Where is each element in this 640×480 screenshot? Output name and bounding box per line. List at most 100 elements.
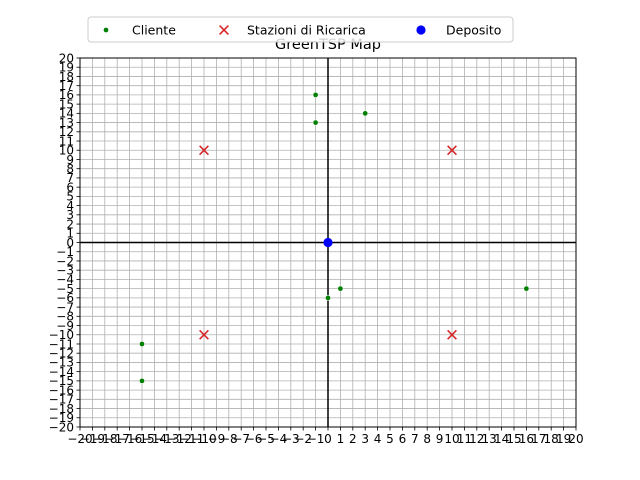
x-tick-label: −13: [154, 432, 179, 446]
x-tick-label: 2: [349, 432, 357, 446]
y-tick-label: −13: [49, 356, 74, 370]
x-tick-label: 1: [337, 432, 345, 446]
y-tick-label: −2: [56, 254, 74, 268]
y-tick-label: −17: [49, 393, 74, 407]
x-tick-label: 12: [469, 432, 484, 446]
x-tick-label: −2: [294, 432, 312, 446]
y-tick-label: −15: [49, 374, 74, 388]
legend-label: Deposito: [446, 23, 501, 38]
x-tick-label: 0: [324, 432, 332, 446]
legend-marker-stazione-point: [219, 25, 229, 35]
x-tick-label: −11: [179, 432, 204, 446]
y-tick-label: −9: [56, 319, 74, 333]
x-tick-label: 6: [399, 432, 407, 446]
x-tick-label: −20: [67, 432, 92, 446]
x-tick-label: 14: [494, 432, 509, 446]
cliente-point: [362, 110, 369, 117]
x-tick-label: −5: [257, 432, 275, 446]
y-tick-label: −10: [49, 328, 74, 342]
stazione-point: [199, 145, 209, 156]
cliente-point: [523, 285, 530, 292]
y-tick-label: −16: [49, 383, 74, 397]
stazione-point: [199, 329, 209, 340]
x-tick-label: −15: [129, 432, 154, 446]
x-tick-label: −6: [245, 432, 263, 446]
x-tick-label: 15: [506, 432, 521, 446]
legend-label: Stazioni di Ricarica: [247, 23, 366, 38]
x-tick-label: 17: [531, 432, 546, 446]
x-tick-label: 9: [436, 432, 444, 446]
y-tick-label: 15: [59, 97, 74, 111]
x-tick-label: −4: [270, 432, 288, 446]
y-tick-label: −20: [49, 420, 74, 434]
legend: Cliente Stazioni di Ricarica Deposito: [87, 16, 514, 43]
y-tick-label: 13: [59, 116, 74, 130]
x-tick-label: 10: [444, 432, 459, 446]
y-tick-label: 20: [59, 51, 74, 65]
y-tick-label: −18: [49, 402, 74, 416]
x-tick-label: −18: [92, 432, 117, 446]
y-tick-label: −11: [49, 337, 74, 351]
cliente-point: [312, 92, 319, 98]
y-tick-label: 3: [66, 208, 74, 222]
y-tick-label: 8: [66, 162, 74, 176]
data-points: [139, 92, 530, 384]
x-axis-ticks: −20−19−18−17−16−15−14−13−12−11−10−9−8−7−…: [67, 427, 584, 446]
x-tick-label: −3: [282, 432, 300, 446]
y-tick-label: −1: [56, 245, 74, 259]
x-marker-stroke: [447, 329, 457, 340]
stazione-point: [447, 145, 457, 156]
y-tick-label: −4: [56, 273, 74, 287]
y-tick-label: 5: [66, 190, 74, 204]
y-tick-label: −5: [56, 282, 74, 296]
x-tick-label: −10: [191, 432, 216, 446]
x-tick-label: 7: [411, 432, 419, 446]
x-tick-label: 8: [423, 432, 431, 446]
x-tick-label: −7: [232, 432, 250, 446]
y-tick-label: 2: [66, 217, 74, 231]
x-tick-label: −8: [220, 432, 238, 446]
y-tick-label: −19: [49, 411, 74, 425]
x-marker-stroke: [199, 145, 209, 156]
x-tick-label: −17: [105, 432, 130, 446]
y-tick-label: −7: [56, 300, 74, 314]
x-tick-label: −12: [167, 432, 192, 446]
cliente-point: [139, 378, 145, 384]
y-tick-label: 19: [59, 61, 74, 75]
y-tick-label: −8: [56, 310, 74, 324]
legend-marker-cliente-point: [103, 27, 109, 33]
x-tick-label: −16: [117, 432, 142, 446]
y-tick-label: −14: [49, 365, 74, 379]
y-tick-label: 16: [59, 88, 74, 102]
y-tick-label: 6: [66, 180, 74, 194]
x-tick-label: −14: [142, 432, 167, 446]
stazione-point: [447, 329, 457, 340]
y-tick-label: 10: [59, 144, 74, 158]
x-tick-label: 5: [386, 432, 394, 446]
x-tick-label: 13: [482, 432, 497, 446]
x-tick-label: 3: [361, 432, 369, 446]
y-tick-label: 11: [59, 134, 74, 148]
y-axis-ticks: −20−19−18−17−16−15−14−13 −1 2 −11−10−9−8−7 −…: [49, 51, 80, 434]
x-marker-stroke: [219, 25, 229, 35]
x-tick-label: 19: [556, 432, 571, 446]
y-tick-label: 12: [59, 125, 74, 139]
legend-marker-deposito-point: [416, 25, 426, 35]
y-tick-label: 17: [59, 79, 74, 93]
x-marker-stroke: [199, 329, 209, 340]
cliente-point: [312, 119, 319, 126]
legend-label: Cliente: [132, 23, 176, 38]
x-tick-label: 20: [568, 432, 583, 446]
y-tick-label: 9: [66, 153, 74, 167]
y-tick-label: 7: [66, 171, 74, 185]
x-tick-label: 11: [457, 432, 472, 446]
y-tick-label: 1: [66, 227, 74, 241]
y-tick-label: −3: [56, 263, 74, 277]
x-tick-label: 16: [519, 432, 534, 446]
x-tick-label: −1: [307, 432, 325, 446]
x-marker-stroke: [447, 145, 457, 156]
x-tick-label: 18: [544, 432, 559, 446]
cliente-point: [325, 295, 331, 301]
